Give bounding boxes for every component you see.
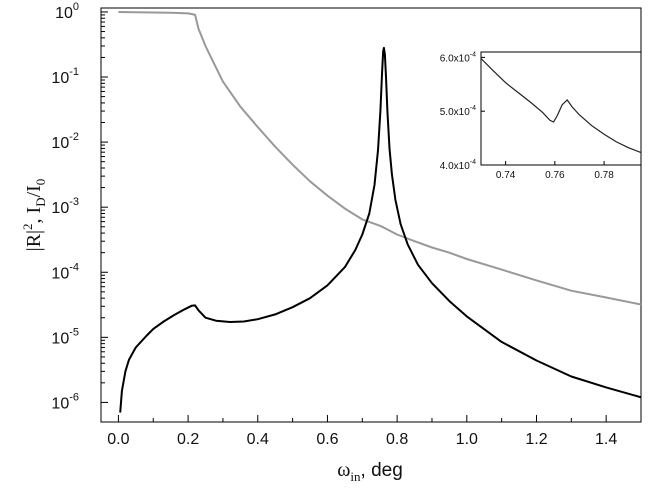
inset-y-tick-label: 6.0x10-4 <box>440 51 476 64</box>
y-tick-label: 10-3 <box>51 196 79 217</box>
inset-series-group <box>480 58 642 154</box>
inset-axis-ticks: 0.74 0.76 0.78 4.0x10-4 5.0x10-4 6.0x10-4 <box>440 51 615 181</box>
x-tick-label: 1.4 <box>595 431 617 448</box>
main-series-group <box>118 11 642 413</box>
x-tick-label: 0.2 <box>177 431 199 448</box>
y-tick-label: 100 <box>55 1 79 22</box>
x-tick-label: 0.8 <box>386 431 408 448</box>
x-tick-label: 1.2 <box>525 431 547 448</box>
y-tick-label: 10-1 <box>51 66 79 87</box>
inset-y-tick-label: 5.0x10-4 <box>440 105 476 118</box>
y-tick-label: 10-4 <box>51 261 79 282</box>
series-line-2 <box>119 46 642 413</box>
inset-series-line-1 <box>480 58 642 154</box>
inset-x-tick-label: 0.74 <box>496 170 516 181</box>
inset-x-tick-label: 0.78 <box>594 170 614 181</box>
x-tick-label: 0.6 <box>316 431 338 448</box>
x-tick-label: 1.0 <box>456 431 478 448</box>
x-tick-label: 0.0 <box>107 431 129 448</box>
y-tick-label: 10-2 <box>51 131 79 152</box>
x-axis-title: ωin, deg <box>337 459 403 484</box>
main-axis-ticks: 0.0 0.2 0.4 0.6 0.8 1.0 1.2 1.4 10-6 10-5 10-4 10-3… <box>51 1 617 448</box>
y-axis-title: |R|2, ID/I0 <box>20 179 48 252</box>
x-tick-label: 0.4 <box>247 431 269 448</box>
inset-y-tick-label: 4.0x10-4 <box>440 159 476 172</box>
y-tick-label: 10-5 <box>51 326 79 347</box>
y-tick-label: 10-6 <box>51 391 79 412</box>
inset-x-tick-label: 0.76 <box>545 170 565 181</box>
main-plot-frame <box>100 7 642 423</box>
series-line-1 <box>118 11 642 306</box>
